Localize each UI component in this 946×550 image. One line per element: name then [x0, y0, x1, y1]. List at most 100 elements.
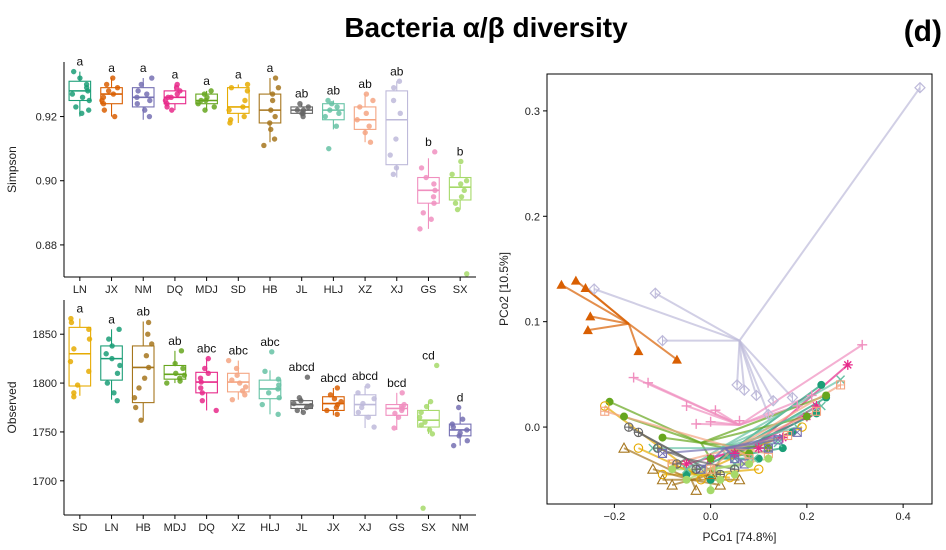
- square-open-marker-cross: [600, 407, 609, 416]
- data-point: [450, 424, 456, 430]
- data-point: [423, 174, 429, 181]
- triangle-marker: [633, 346, 644, 356]
- x-tick-label: SD: [231, 284, 246, 296]
- data-point: [269, 349, 275, 355]
- x-tick-label: JL: [296, 522, 308, 534]
- data-point: [267, 120, 273, 126]
- cross-marker: [816, 401, 826, 411]
- circle-plus-marker: [633, 427, 644, 438]
- data-point: [362, 129, 368, 136]
- centroid-link-line: [738, 340, 746, 391]
- data-point: [144, 91, 150, 97]
- data-point: [297, 101, 303, 107]
- data-point: [428, 216, 434, 222]
- data-point: [464, 271, 470, 277]
- data-point: [417, 226, 423, 232]
- data-point: [459, 416, 466, 422]
- significance-letter: a: [108, 61, 115, 75]
- data-point: [275, 411, 281, 418]
- data-point: [239, 388, 246, 394]
- centroid-link-line: [738, 340, 775, 402]
- data-point: [432, 149, 438, 155]
- box: [353, 106, 377, 130]
- figure-title: Bacteria α/β diversity: [344, 12, 628, 43]
- circle-open-marker: [797, 422, 807, 432]
- data-point: [240, 104, 246, 110]
- data-point: [357, 104, 363, 110]
- data-point: [195, 101, 201, 107]
- data-point: [135, 88, 141, 94]
- significance-letter: a: [203, 74, 210, 88]
- cross-marker: [682, 464, 692, 474]
- data-point: [180, 365, 186, 372]
- significance-letter: b: [457, 144, 464, 158]
- centroid-link-line: [647, 381, 740, 426]
- significance-letter: abc: [197, 342, 216, 356]
- significance-letter: abcd: [320, 371, 346, 385]
- data-point: [242, 97, 248, 104]
- data-point: [106, 336, 112, 342]
- data-point: [396, 78, 403, 84]
- star-marker: [777, 432, 788, 443]
- data-point: [359, 404, 365, 411]
- circle-plus-marker: [691, 464, 701, 474]
- data-point: [271, 136, 278, 142]
- star-marker: [842, 359, 853, 370]
- circle-marker: [745, 459, 754, 468]
- x-tick-label: HLJ: [260, 522, 280, 534]
- data-point: [300, 409, 307, 416]
- data-point: [164, 380, 170, 386]
- centroid-link-line: [662, 436, 702, 444]
- triangle-open-marker: [733, 473, 746, 485]
- centroid-link-line: [584, 287, 630, 325]
- x-tick-label: NM: [135, 284, 152, 296]
- data-point: [457, 181, 464, 187]
- square-x-marker-cross: [792, 428, 802, 437]
- plus-marker: [705, 416, 716, 427]
- data-point: [205, 370, 211, 376]
- data-point: [213, 407, 219, 414]
- significance-letter: a: [172, 67, 179, 81]
- circle-marker: [817, 380, 826, 389]
- data-point: [272, 75, 279, 81]
- data-point: [463, 178, 470, 184]
- data-point: [464, 438, 471, 444]
- data-point: [86, 368, 92, 375]
- significance-letter: ab: [295, 87, 309, 101]
- square-x-marker-cross: [658, 449, 667, 458]
- star-marker: [753, 443, 764, 454]
- data-point: [416, 414, 423, 420]
- x-tick-label: HB: [136, 522, 151, 534]
- significance-letter: ab: [168, 334, 182, 348]
- data-point: [174, 91, 180, 97]
- data-point: [100, 101, 107, 107]
- data-point: [461, 187, 467, 194]
- square-x-marker: [773, 435, 783, 445]
- circle-marker: [706, 475, 715, 484]
- square-open-marker-cross: [812, 407, 821, 416]
- data-point: [395, 414, 402, 420]
- circle-marker: [620, 412, 628, 421]
- data-point: [371, 424, 377, 430]
- data-point: [336, 110, 342, 117]
- circle-plus-marker: [672, 459, 682, 469]
- centroid-link-line: [738, 87, 921, 342]
- centroid-link-line: [654, 292, 740, 342]
- centroid-link-line: [724, 438, 779, 450]
- data-point: [146, 113, 153, 120]
- cross-marker: [773, 438, 783, 448]
- circle-plus-marker-cross: [653, 444, 662, 453]
- triangle-open-marker: [666, 478, 679, 490]
- data-point: [418, 422, 424, 428]
- plus-marker: [710, 405, 721, 416]
- significance-letter: b: [425, 135, 432, 149]
- data-point: [164, 104, 170, 110]
- data-point: [109, 343, 115, 349]
- data-point: [268, 107, 274, 113]
- data-point: [366, 123, 372, 129]
- x-tick-label: JX: [105, 284, 119, 296]
- data-point: [272, 113, 278, 120]
- x-tick-label: XJ: [390, 284, 403, 296]
- data-point: [303, 404, 310, 411]
